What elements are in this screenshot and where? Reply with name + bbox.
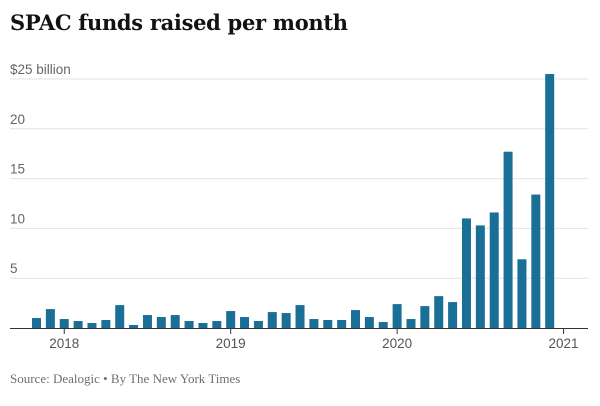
- bar-2020-04: [434, 296, 444, 328]
- bar-2018-06: [129, 325, 139, 328]
- bar-2017-11: [32, 318, 41, 328]
- gridlines: [10, 78, 588, 279]
- bars: [32, 74, 555, 329]
- bar-2019-06: [295, 305, 305, 328]
- bar-2019-09: [337, 320, 347, 328]
- bar-2020-09: [503, 151, 513, 328]
- x-tick-label: 2021: [549, 336, 579, 351]
- bar-2018-08: [156, 317, 166, 328]
- x-tick-label: 2018: [49, 336, 79, 351]
- bar-2020-08: [489, 212, 499, 328]
- bar-2019-02: [240, 317, 250, 328]
- chart-title: SPAC funds raised per month: [10, 10, 348, 35]
- bar-2020-10: [517, 259, 527, 328]
- bar-2017-12: [45, 309, 55, 328]
- bar-2020-02: [406, 319, 416, 328]
- source-note: Source: Dealogic • By The New York Times: [10, 371, 241, 386]
- bar-2020-11: [531, 194, 541, 328]
- bar-2019-03: [253, 321, 263, 328]
- bar-2019-04: [267, 312, 277, 328]
- bar-2020-01: [392, 304, 402, 328]
- bar-2018-03: [87, 323, 97, 328]
- bar-2018-05: [115, 305, 125, 328]
- bar-2018-02: [73, 321, 83, 328]
- bar-2020-12: [545, 74, 555, 329]
- x-axis-labels: 2018 2019 2020 2021: [49, 328, 579, 351]
- y-axis-labels: 5 10 15 20 $25 billion: [10, 62, 71, 276]
- y-tick-label: 15: [10, 162, 25, 177]
- x-tick-label: 2020: [382, 336, 412, 351]
- bar-2018-04: [101, 320, 111, 328]
- y-tick-label: 10: [10, 211, 25, 226]
- bar-2018-07: [142, 315, 152, 328]
- bar-2020-06: [461, 218, 471, 328]
- y-tick-label: $25 billion: [10, 62, 71, 77]
- bar-2019-10: [351, 310, 361, 328]
- bar-2019-05: [281, 313, 291, 328]
- bar-2018-10: [184, 321, 194, 328]
- bar-2019-08: [323, 320, 333, 328]
- bar-2020-07: [475, 225, 485, 328]
- y-tick-label: 20: [10, 112, 25, 127]
- bar-2018-09: [170, 315, 180, 328]
- bar-2020-05: [448, 302, 458, 328]
- y-tick-label: 5: [10, 261, 18, 276]
- bar-2019-01: [226, 311, 236, 328]
- bar-2018-12: [212, 321, 222, 328]
- bar-2018-01: [59, 319, 69, 328]
- bar-2019-07: [309, 319, 319, 328]
- bar-2020-03: [420, 306, 430, 328]
- bar-2019-12: [378, 322, 388, 328]
- bar-2019-11: [364, 317, 374, 328]
- x-tick-label: 2019: [216, 336, 246, 351]
- bar-2018-11: [198, 323, 208, 328]
